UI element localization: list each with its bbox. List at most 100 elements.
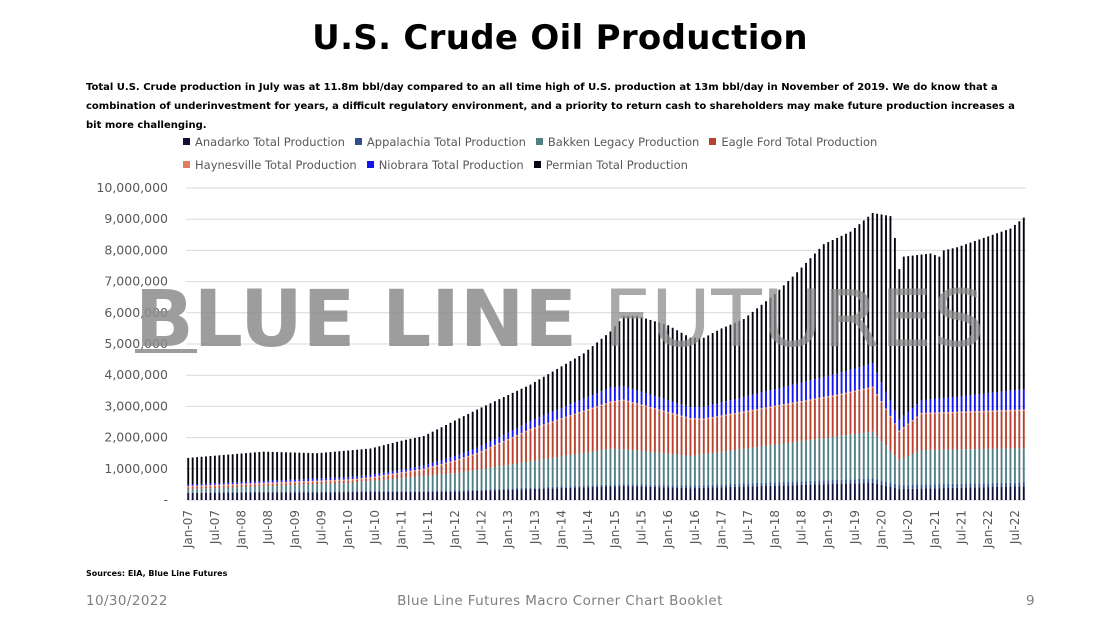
bar-segment: [493, 490, 496, 500]
bar-segment: [676, 454, 679, 486]
bar-segment: [271, 451, 274, 481]
bar-segment: [818, 378, 821, 398]
bar-segment: [325, 452, 327, 479]
bar-segment: [453, 456, 456, 461]
bar-segment: [507, 432, 510, 439]
bar-segment: [942, 397, 945, 413]
bar-segment: [822, 480, 825, 485]
bar-segment: [676, 487, 679, 500]
bar-segment: [333, 491, 336, 493]
bar-segment: [1000, 486, 1003, 500]
bar-segment: [885, 481, 887, 486]
y-tick-label: 2,000,000: [104, 430, 168, 445]
bar-segment: [653, 484, 656, 487]
bar-segment: [520, 462, 523, 488]
bar-segment: [822, 438, 825, 481]
bar-segment: [565, 363, 567, 407]
bar-segment: [778, 485, 781, 500]
bar-segment: [733, 450, 736, 484]
bar-segment: [871, 363, 874, 387]
bar-segment: [316, 481, 319, 485]
bar-segment: [249, 481, 252, 484]
bar-segment: [325, 480, 327, 482]
bar-segment: [427, 464, 430, 468]
bar-segment: [1000, 391, 1003, 411]
bar-segment: [440, 463, 443, 466]
bar-segment: [498, 437, 501, 443]
bar-segment: [285, 483, 287, 486]
legend-label-permian: Permian Total Production: [545, 157, 688, 172]
bar-segment: [805, 400, 807, 402]
bar-segment: [369, 491, 372, 492]
bar-segment: [556, 488, 559, 500]
bar-segment: [356, 482, 359, 492]
bar-segment: [405, 477, 407, 491]
bar-segment: [631, 403, 634, 451]
bar-segment: [742, 396, 745, 412]
bar-segment: [658, 397, 661, 410]
bar-segment: [609, 331, 612, 388]
bar-segment: [196, 484, 199, 486]
bar-segment: [1005, 230, 1007, 392]
bar-segment: [249, 486, 252, 492]
bar-segment: [978, 411, 981, 413]
bar-segment: [938, 488, 941, 500]
bar-segment: [529, 384, 532, 421]
bar-segment: [302, 481, 305, 483]
x-tick-label: Jul-07: [208, 510, 222, 545]
bar-segment: [782, 386, 785, 405]
bar-segment: [947, 412, 950, 414]
bar-segment: [805, 481, 807, 485]
bar-segment: [685, 455, 687, 486]
bar-segment: [187, 457, 190, 485]
bar-segment: [400, 469, 403, 473]
bar-segment: [1018, 482, 1021, 487]
bar-segment: [231, 485, 234, 488]
bar-segment: [538, 379, 541, 418]
bar-segment: [640, 405, 643, 452]
bar-segment: [209, 492, 212, 493]
bar-segment: [871, 478, 874, 483]
bar-segment: [658, 409, 661, 411]
bar-segment: [693, 485, 696, 489]
bar-segment: [382, 445, 385, 473]
bar-segment: [636, 486, 639, 500]
bar-segment: [396, 491, 399, 500]
bar-segment: [613, 484, 616, 487]
x-tick-label: Jan-22: [981, 510, 995, 549]
bar-segment: [609, 486, 612, 500]
bar-segment: [458, 460, 461, 473]
bar-segment: [285, 485, 287, 492]
bar-segment: [471, 454, 474, 456]
bar-segment: [511, 392, 514, 431]
bar-segment: [493, 401, 496, 440]
bar-segment: [525, 487, 527, 490]
bar-segment: [382, 475, 385, 477]
bar-segment: [809, 484, 812, 500]
bar-segment: [1018, 221, 1021, 390]
bar-segment: [405, 490, 407, 492]
bar-segment: [969, 449, 972, 484]
bar-segment: [765, 391, 767, 408]
bar-segment: [573, 402, 576, 414]
bar-segment: [787, 403, 790, 405]
bar-segment: [845, 233, 847, 372]
bar-segment: [982, 448, 985, 484]
bar-segment: [547, 488, 550, 500]
bar-segment: [751, 447, 754, 484]
bar-segment: [1022, 448, 1025, 483]
bar-segment: [316, 491, 319, 493]
bar-segment: [662, 487, 665, 500]
bar-segment: [391, 479, 394, 491]
x-tick-label: Jan-16: [661, 510, 675, 549]
bar-segment: [685, 416, 687, 419]
bar-segment: [560, 418, 563, 420]
bar-segment: [227, 492, 230, 500]
legend-item-appalachia: Appalachia Total Production: [354, 135, 526, 149]
bar-segment: [480, 452, 483, 470]
bar-segment: [845, 393, 847, 436]
bar-segment: [662, 485, 665, 488]
bar-segment: [289, 492, 292, 500]
bar-segment: [400, 473, 403, 479]
bar-segment: [542, 376, 545, 416]
